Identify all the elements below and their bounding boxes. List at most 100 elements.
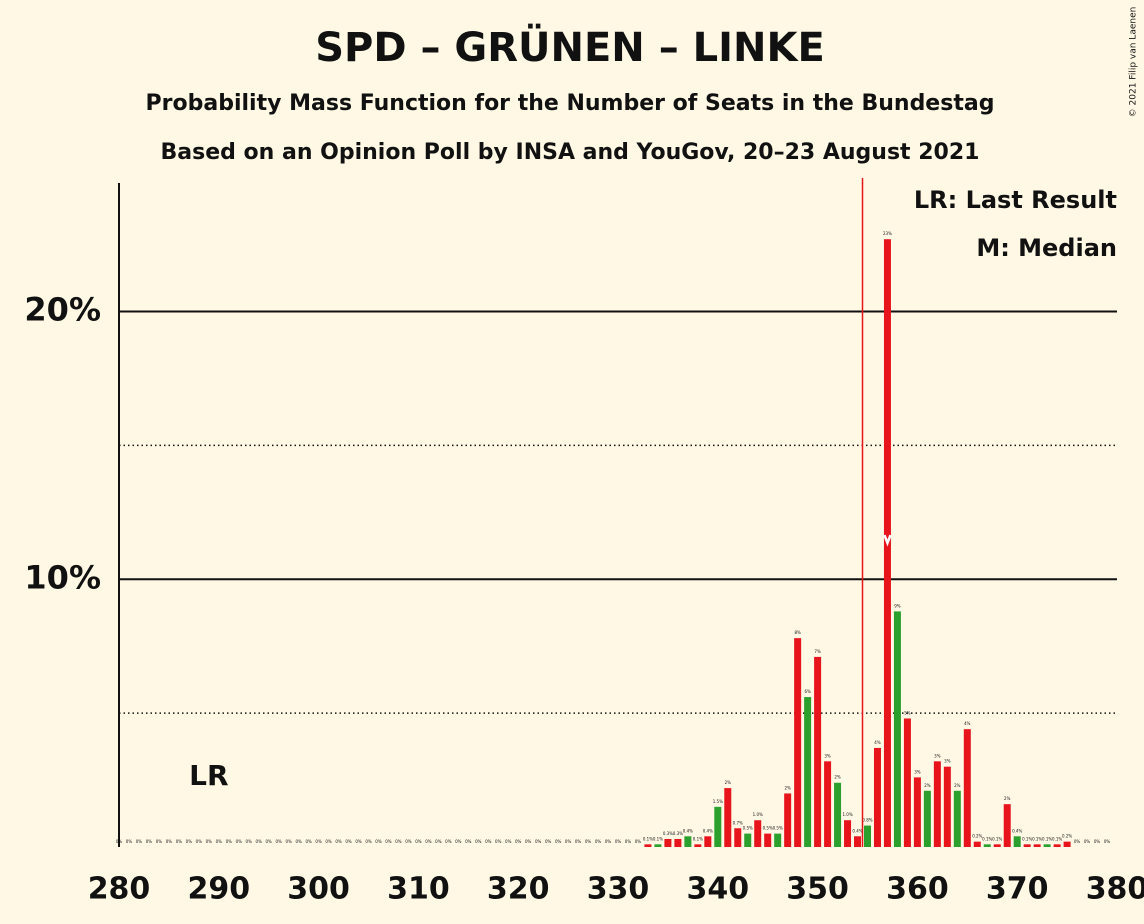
value-label: 0% [375,839,382,844]
value-label: 0% [1074,839,1081,844]
value-label: 0% [236,839,243,844]
bar [893,611,901,847]
value-label: 0% [176,839,183,844]
value-label: 0% [196,839,203,844]
value-label: 0% [256,839,263,844]
value-label: 3% [944,759,951,764]
value-label: 0.7% [733,820,743,825]
value-label: 0.4% [1012,828,1022,833]
value-label: 8% [794,630,801,635]
value-label: 6% [804,689,811,694]
value-label: 3% [824,753,831,758]
value-label: 0.5% [773,826,783,831]
value-label: 0.1% [643,836,653,841]
value-label: 1.0% [842,812,852,817]
value-label: 0% [465,839,472,844]
value-label: 0% [146,839,153,844]
value-label: 0% [555,839,562,844]
value-label: 0.4% [683,828,693,833]
bar [834,782,842,847]
value-label: 0% [136,839,143,844]
value-label: 0% [515,839,522,844]
chart-subtitle: Based on an Opinion Poll by INSA and You… [161,140,980,165]
value-label: 2% [784,785,791,790]
value-label: 0.1% [1042,836,1052,841]
chart-subtitle: Probability Mass Function for the Number… [146,91,995,116]
x-tick-label: 370 [986,872,1049,907]
x-tick-label: 320 [487,872,550,907]
bar [1023,844,1031,847]
bar [724,788,732,847]
x-tick-label: 300 [287,872,350,907]
x-tick-label: 360 [886,872,949,907]
value-label: 0% [445,839,452,844]
value-label: 0% [485,839,492,844]
value-label: 0.1% [1032,836,1042,841]
bar [983,844,991,847]
x-tick-label: 380 [1086,872,1144,907]
bar [704,836,712,847]
x-tick-label: 330 [587,872,650,907]
value-label: 2% [1004,796,1011,801]
bar [714,806,722,847]
value-label: 0.5% [763,826,773,831]
annotation: LR [189,759,228,792]
value-label: 0% [595,839,602,844]
bar [1043,844,1051,847]
bar [1003,804,1011,847]
x-tick-label: 340 [686,872,749,907]
x-tick-label: 350 [786,872,849,907]
copyright: © 2021 Filip van Laenen [1129,7,1139,118]
bar [824,761,832,847]
value-label: 2% [834,775,841,780]
value-label: 0.3% [673,831,683,836]
value-label: 0% [505,839,512,844]
bar [794,638,802,847]
bar [903,718,911,847]
x-tick-label: 290 [187,872,250,907]
value-label: 7% [814,649,821,654]
value-label: 0% [575,839,582,844]
bar [923,790,931,847]
value-label: 0% [455,839,462,844]
bar [993,844,1001,847]
value-label: 0% [295,839,302,844]
value-label: 5% [904,710,911,715]
value-label: 0.1% [653,836,663,841]
value-label: 0% [345,839,352,844]
value-label: 9% [894,603,901,608]
value-label: 0% [305,839,312,844]
value-label: 0% [126,839,133,844]
value-label: 0.3% [663,831,673,836]
bar [694,844,702,847]
bar [864,825,871,847]
value-label: 0% [285,839,292,844]
bar [1013,836,1021,847]
value-label: 4% [964,721,971,726]
bar [754,820,762,847]
value-label: 0.1% [1022,836,1032,841]
bar [784,793,792,847]
chart-title: SPD – GRÜNEN – LINKE [315,23,825,71]
value-label: 0% [475,839,482,844]
value-label: 0% [545,839,552,844]
value-label: 0% [266,839,273,844]
value-label: 0% [385,839,392,844]
value-label: 0% [365,839,372,844]
value-label: 3% [914,769,921,774]
bar [734,828,742,847]
value-label: 0% [246,839,253,844]
value-label: 0.2% [972,834,982,839]
bar [854,836,862,847]
bar [943,766,951,847]
value-label: 0% [216,839,223,844]
bar [973,841,981,847]
bar [933,761,941,847]
value-label: 0% [435,839,442,844]
value-label: 0% [335,839,342,844]
bar [814,656,822,847]
value-label: 2% [725,780,732,785]
value-label: 0% [525,839,532,844]
value-label: 0.1% [693,836,703,841]
